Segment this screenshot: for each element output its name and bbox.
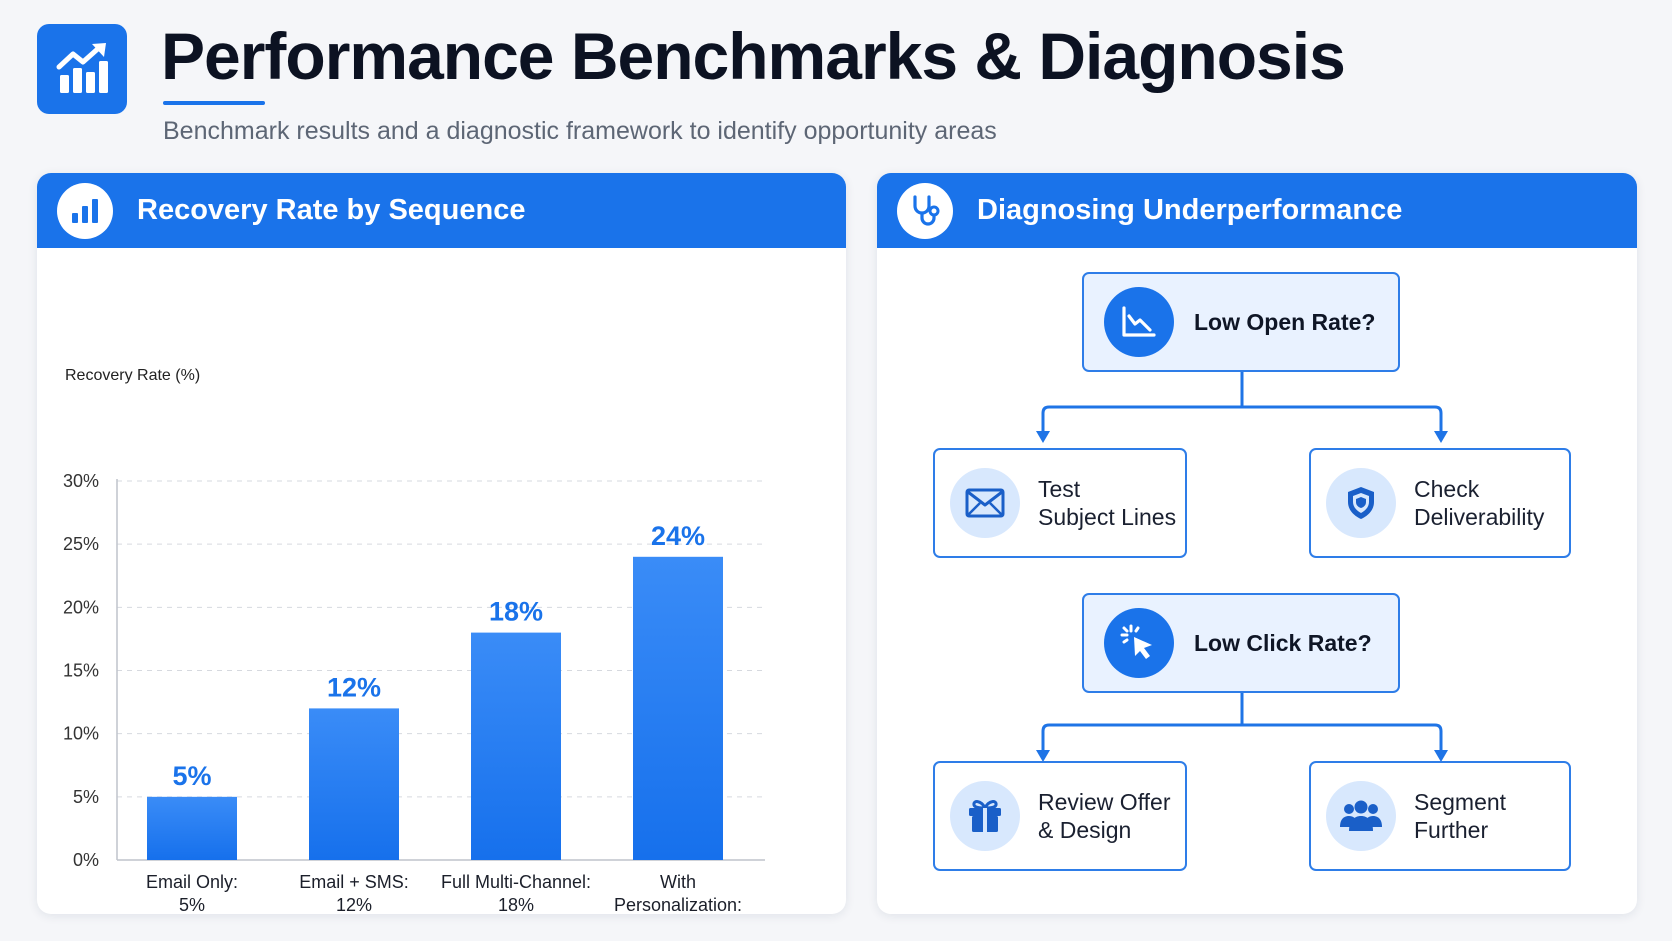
page-subtitle: Benchmark results and a diagnostic frame… [163,117,997,145]
test-subject-lines-label: Test Subject Lines [1038,476,1177,530]
y-tick-label: 30% [63,471,99,491]
low-open-rate-node: Low Open Rate? [1082,272,1400,372]
shield-icon [1348,487,1374,519]
recovery-rate-panel-title: Recovery Rate by Sequence [137,194,526,226]
bar [471,632,561,860]
action-icon-badge [950,781,1020,851]
x-tick-label: 5% [179,895,205,914]
bar-value-label: 18% [489,597,543,627]
check-deliverability-label: Check Deliverability [1414,476,1545,530]
logo-badge [37,24,127,114]
diagnosis-panel-header: Diagnosing Underperformance [877,173,1637,248]
y-tick-label: 20% [63,597,99,617]
x-tick-label: 18% [498,895,534,914]
segment-further-node: Segment Further [1309,761,1571,871]
bar-value-label: 12% [327,672,381,702]
page-title: Performance Benchmarks & Diagnosis [161,19,1346,93]
action-icon-badge [1326,468,1396,538]
declining-chart-icon [1122,306,1156,337]
y-tick-label: 10% [63,724,99,744]
gift-icon [969,800,1001,832]
trending-chart-icon [56,43,108,93]
connector-click-rate [1041,690,1443,750]
stethoscope-icon [913,194,940,226]
header-icon-badge [57,182,113,239]
x-tick-label: Email Only: [146,872,238,892]
recovery-rate-bar-chart: Recovery Rate (%) 0% 5% 10% 15% 20% 25% 30% 5% Em… [63,367,765,914]
low-click-rate-label: Low Click Rate? [1194,629,1372,656]
test-subject-lines-node: Test Subject Lines [933,448,1187,558]
recovery-rate-panel-header: Recovery Rate by Sequence [37,173,846,248]
arrowhead [1036,431,1050,443]
connector-open-rate [1041,369,1443,431]
bar [309,708,399,860]
bar [633,556,723,860]
arrowhead [1434,750,1448,762]
bar-value-label: 24% [651,521,705,551]
envelope-icon [965,488,1005,518]
action-icon-badge [950,468,1020,538]
question-icon-badge [1104,608,1174,678]
x-tick-label: Personalization: [614,895,742,914]
header-icon-badge [897,182,953,239]
x-tick-label: Email + SMS: [299,872,409,892]
arrowhead [1434,431,1448,443]
x-tick-label: Full Multi-Channel: [441,872,591,892]
title-underline [163,101,265,105]
bar-value-label: 5% [172,761,211,791]
recovery-rate-panel: Recovery Rate by Sequence Recovery Rate … [37,173,846,914]
users-icon [1340,800,1382,831]
low-click-rate-node: Low Click Rate? [1082,593,1400,693]
review-offer-design-node: Review Offer & Design [933,761,1187,871]
y-tick-label: 5% [73,787,99,807]
question-icon-badge [1104,287,1174,357]
segment-further-label: Segment Further [1414,789,1507,843]
diagnosis-panel-title: Diagnosing Underperformance [977,194,1403,226]
x-tick-label: 12% [336,895,372,914]
diagnosis-connectors [1036,369,1448,762]
bar-chart-icon [72,198,98,223]
x-tick-label: With [660,872,696,892]
y-tick-label: 25% [63,534,99,554]
y-tick-label: 15% [63,661,99,681]
y-tick-label: 0% [73,850,99,870]
y-axis-title: Recovery Rate (%) [65,367,200,384]
check-deliverability-node: Check Deliverability [1309,448,1571,558]
diagnosis-panel: Diagnosing Underperformance Low Open Rat… [877,173,1637,914]
arrowhead [1036,750,1050,762]
cursor-click-icon [1120,624,1152,659]
bar [147,796,237,860]
low-open-rate-label: Low Open Rate? [1194,308,1376,335]
review-offer-design-label: Review Offer & Design [1038,789,1171,843]
action-icon-badge [1326,781,1396,851]
